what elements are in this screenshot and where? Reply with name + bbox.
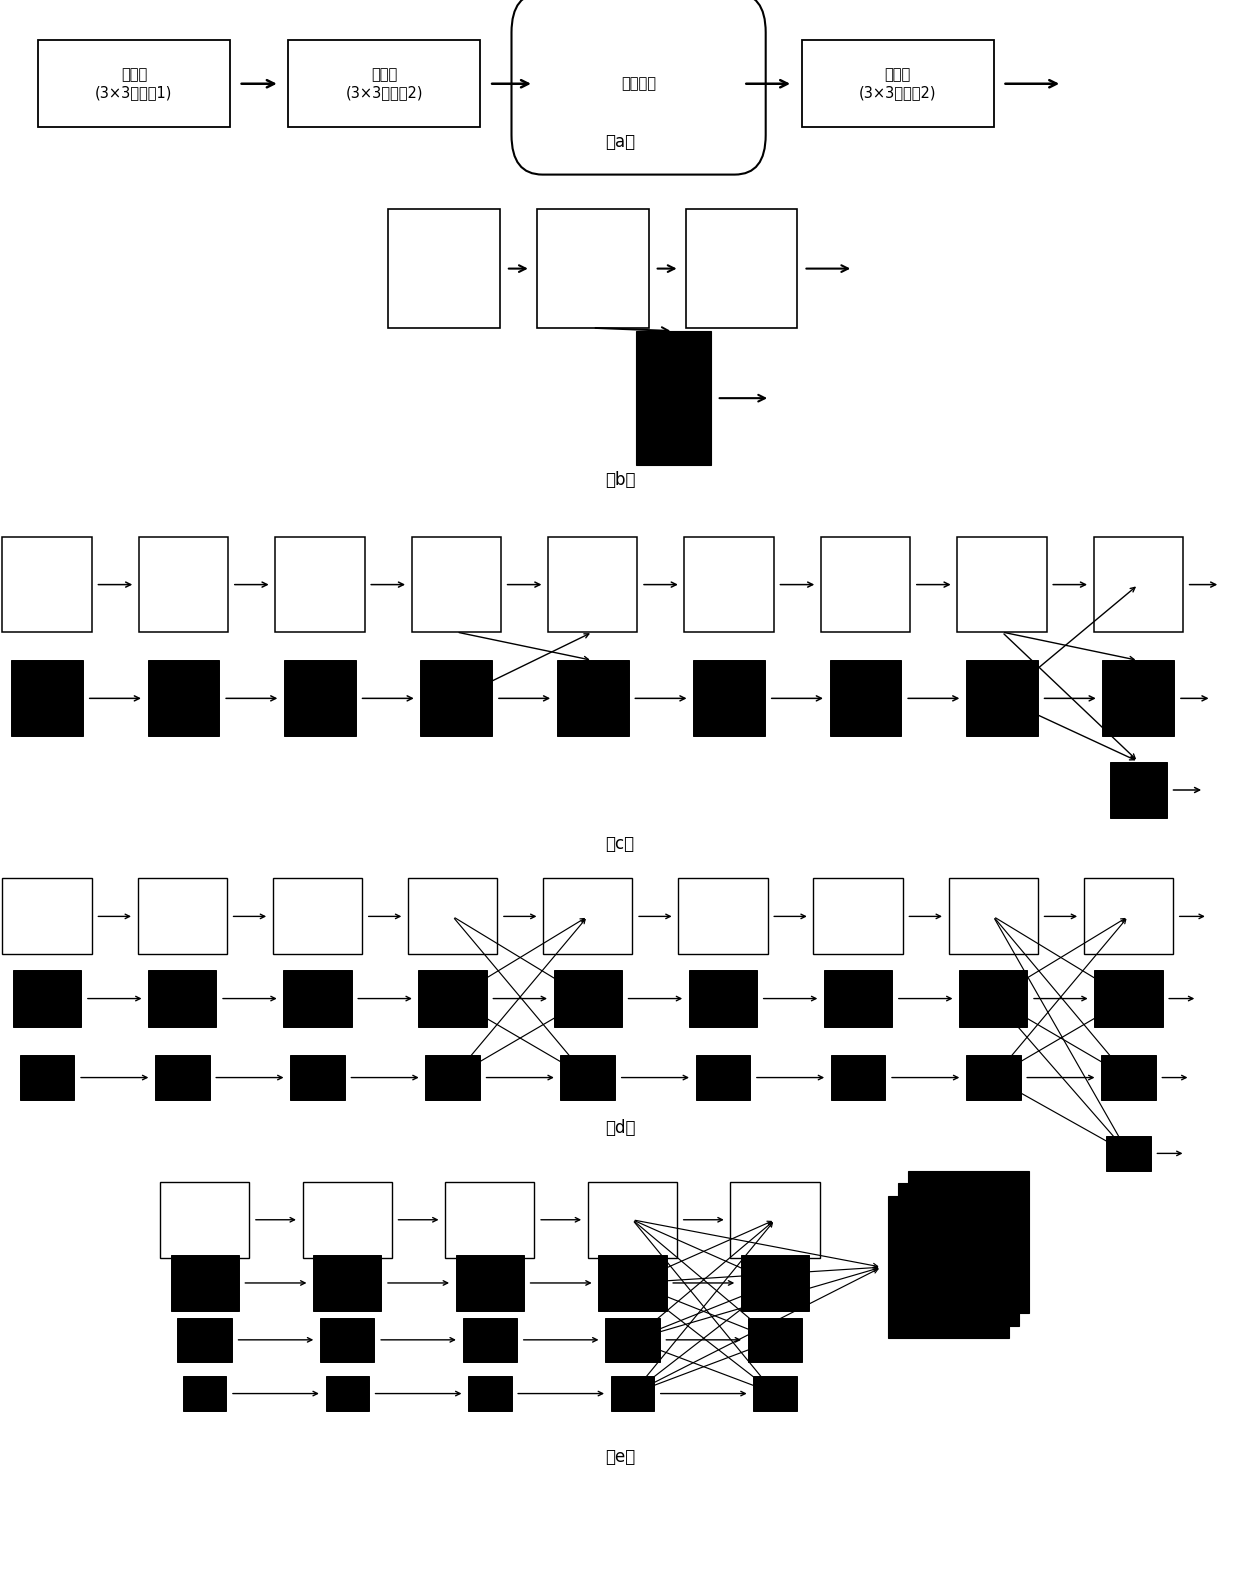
FancyBboxPatch shape [543,878,632,954]
FancyBboxPatch shape [511,0,765,175]
FancyBboxPatch shape [149,970,216,1027]
FancyBboxPatch shape [611,1376,655,1411]
FancyBboxPatch shape [689,970,758,1027]
Text: 卷积层
(3×3，步长1): 卷积层 (3×3，步长1) [95,68,172,100]
FancyBboxPatch shape [898,1183,1019,1326]
FancyBboxPatch shape [303,1182,392,1258]
FancyBboxPatch shape [957,537,1047,632]
FancyBboxPatch shape [139,537,228,632]
FancyBboxPatch shape [420,660,492,736]
FancyBboxPatch shape [908,1171,1029,1313]
FancyBboxPatch shape [275,537,365,632]
FancyBboxPatch shape [184,1376,227,1411]
FancyBboxPatch shape [12,970,82,1027]
FancyBboxPatch shape [754,1376,797,1411]
FancyBboxPatch shape [177,1318,232,1362]
FancyBboxPatch shape [598,1255,667,1311]
FancyBboxPatch shape [748,1318,802,1362]
FancyBboxPatch shape [888,1196,1009,1338]
Text: 卷积层
(3×3，步长2): 卷积层 (3×3，步长2) [346,68,423,100]
FancyBboxPatch shape [831,1055,885,1100]
FancyBboxPatch shape [686,210,797,329]
FancyBboxPatch shape [693,660,765,736]
FancyBboxPatch shape [320,1318,374,1362]
FancyBboxPatch shape [1084,878,1173,954]
FancyBboxPatch shape [801,40,994,128]
FancyBboxPatch shape [821,537,910,632]
FancyBboxPatch shape [560,1055,615,1100]
FancyBboxPatch shape [553,970,621,1027]
FancyBboxPatch shape [290,1055,345,1100]
FancyBboxPatch shape [1094,537,1183,632]
FancyBboxPatch shape [548,537,637,632]
FancyBboxPatch shape [148,660,219,736]
FancyBboxPatch shape [37,40,231,128]
FancyBboxPatch shape [1102,660,1174,736]
FancyBboxPatch shape [445,1182,534,1258]
Text: （b）: （b） [605,471,635,490]
Text: （a）: （a） [605,133,635,152]
FancyBboxPatch shape [469,1376,511,1411]
FancyBboxPatch shape [288,40,480,128]
FancyBboxPatch shape [312,1255,382,1311]
FancyBboxPatch shape [636,332,711,465]
Text: (c): (c) [57,989,79,1008]
FancyBboxPatch shape [463,1318,517,1362]
FancyBboxPatch shape [537,210,649,329]
FancyBboxPatch shape [11,660,83,736]
FancyBboxPatch shape [966,1055,1021,1100]
FancyBboxPatch shape [138,878,227,954]
FancyBboxPatch shape [966,660,1038,736]
FancyBboxPatch shape [678,878,768,954]
FancyBboxPatch shape [1106,1136,1151,1171]
FancyBboxPatch shape [456,1255,523,1311]
Text: 残差模块: 残差模块 [621,76,656,92]
FancyBboxPatch shape [742,1255,810,1311]
FancyBboxPatch shape [830,660,901,736]
FancyBboxPatch shape [418,970,486,1027]
FancyBboxPatch shape [284,970,352,1027]
FancyBboxPatch shape [160,1182,249,1258]
FancyBboxPatch shape [825,970,893,1027]
FancyBboxPatch shape [960,970,1028,1027]
FancyBboxPatch shape [949,878,1038,954]
FancyBboxPatch shape [605,1318,660,1362]
FancyBboxPatch shape [412,537,501,632]
FancyBboxPatch shape [696,1055,750,1100]
FancyBboxPatch shape [684,537,774,632]
FancyBboxPatch shape [557,660,629,736]
FancyBboxPatch shape [2,537,92,632]
FancyBboxPatch shape [425,1055,480,1100]
FancyBboxPatch shape [171,1255,238,1311]
Text: 卷积层
(3×3，步长2): 卷积层 (3×3，步长2) [859,68,936,100]
FancyBboxPatch shape [588,1182,677,1258]
FancyBboxPatch shape [273,878,362,954]
FancyBboxPatch shape [813,878,903,954]
Text: （c）: （c） [605,834,635,853]
FancyBboxPatch shape [325,1376,370,1411]
FancyBboxPatch shape [284,660,356,736]
Text: （e）: （e） [605,1447,635,1466]
FancyBboxPatch shape [1110,762,1167,818]
FancyBboxPatch shape [1095,970,1163,1027]
FancyBboxPatch shape [20,1055,74,1100]
FancyBboxPatch shape [388,210,500,329]
FancyBboxPatch shape [730,1182,820,1258]
Text: （d）: （d） [605,1119,635,1138]
FancyBboxPatch shape [2,878,92,954]
FancyBboxPatch shape [408,878,497,954]
FancyBboxPatch shape [155,1055,210,1100]
FancyBboxPatch shape [1101,1055,1156,1100]
